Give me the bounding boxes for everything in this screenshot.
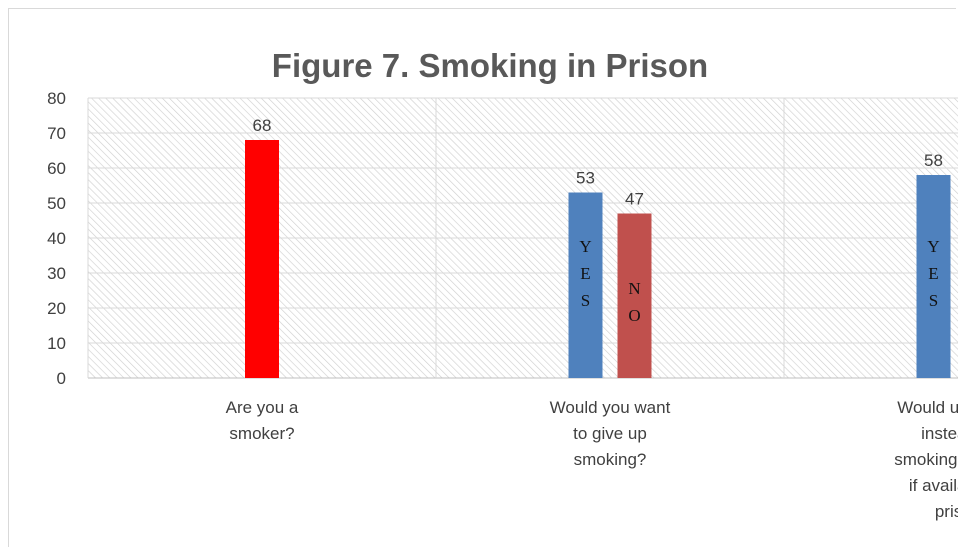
x-category-label: prison [935,502,958,521]
y-tick-label: 0 [57,369,66,388]
bar-inner-letter: Y [579,237,591,256]
y-tick-label: 70 [47,124,66,143]
y-tick-label: 60 [47,159,66,178]
labels-layer: 0 10 20 30 40 50 60 70 80 Are you a smoker? Would y… [47,89,958,521]
x-category-label: instead of [921,424,958,443]
bar [916,175,951,378]
x-category-label: Would you want [550,398,671,417]
bar-data-label: 53 [576,169,595,188]
chart-title: Figure 7. Smoking in Prison [272,47,708,84]
y-tick-label: 50 [47,194,66,213]
x-category-label: to give up [573,424,647,443]
x-category-label: Are you a [226,398,299,417]
x-category-label: smoker? [229,424,294,443]
y-tick-label: 30 [47,264,66,283]
bar-inner-letter: S [929,291,938,310]
y-tick-label: 40 [47,229,66,248]
x-category-label: smoking? [574,450,647,469]
chart-frame [8,8,956,547]
bar [568,192,603,378]
grid-layer [87,97,958,379]
bar-inner-letter: E [928,264,938,283]
bar-inner-letter: O [628,306,640,325]
bar-inner-letter: N [628,279,640,298]
bar-data-label: 58 [924,151,943,170]
x-category-label: if available in [909,476,958,495]
y-tick-label: 10 [47,334,66,353]
x-category-label: Would use e-cig [897,398,958,417]
x-category-label: smoking tobacco [894,450,958,469]
bar [245,140,279,378]
bar-inner-letter: Y [927,237,939,256]
bar-data-label: 68 [253,116,272,135]
bar-data-label: 47 [625,190,644,209]
y-tick-label: 20 [47,299,66,318]
bars-layer [245,140,951,378]
bar-inner-letter: E [580,264,590,283]
y-tick-label: 80 [47,89,66,108]
bar [617,213,652,378]
bar-inner-letter: S [581,291,590,310]
